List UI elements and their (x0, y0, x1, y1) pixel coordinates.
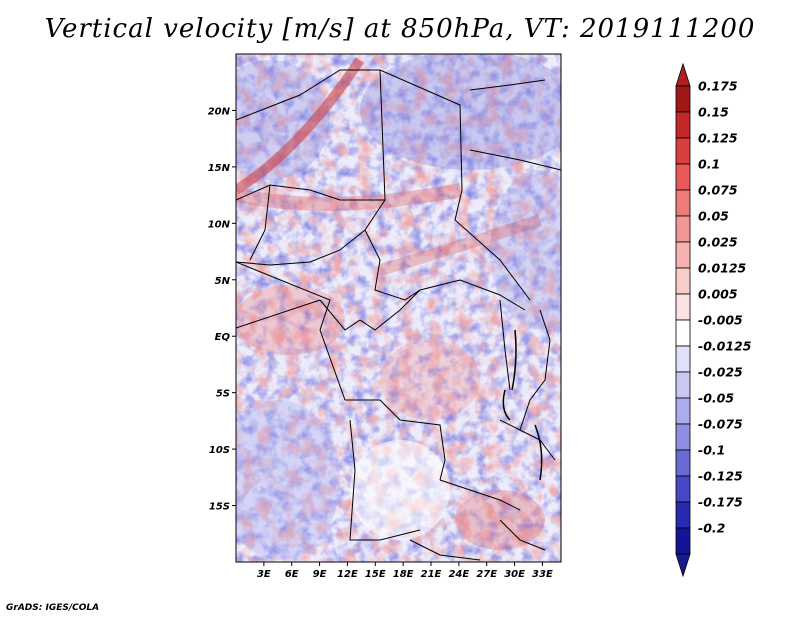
x-tick-label: 24E (448, 569, 469, 580)
colorbar-bottom-arrow (675, 553, 691, 578)
colorbar-label: 0.15 (698, 105, 729, 120)
colorbar-label: -0.025 (698, 365, 743, 380)
x-tick-label: 33E (532, 569, 553, 580)
colorbar-swatch (675, 293, 691, 321)
colorbar: 0.175 0.15 0.125 0.1 0.075 0.05 0.025 0.0125 0.0… (675, 62, 752, 578)
colorbar-swatch (675, 189, 691, 217)
y-axis: 20N 15N 10N 5N EQ 5S 10S 15S (208, 106, 236, 513)
colorbar-swatch (675, 319, 691, 347)
colorbar-swatch (675, 241, 691, 269)
colorbar-label: -0.005 (698, 313, 743, 328)
x-axis: 3E 6E 9E 12E 15E 18E 21E 24E 27E 30E 33E (257, 562, 553, 580)
y-tick-label: 10N (208, 219, 231, 230)
colorbar-swatch (675, 449, 691, 477)
colorbar-label: 0.075 (698, 183, 738, 198)
y-tick-label: EQ (215, 332, 231, 343)
colorbar-swatch (675, 397, 691, 425)
x-tick-label: 15E (365, 569, 386, 580)
x-tick-label: 30E (504, 569, 525, 580)
y-tick-label: 15N (208, 163, 231, 174)
x-tick-label: 21E (421, 569, 442, 580)
colorbar-swatch (675, 423, 691, 451)
colorbar-label: -0.075 (698, 417, 743, 432)
map-frame (235, 53, 562, 563)
x-tick-label: 27E (476, 569, 497, 580)
colorbar-swatch (675, 111, 691, 139)
colorbar-label: 0.1 (698, 157, 720, 172)
colorbar-label: 0.025 (698, 235, 738, 250)
map-title: Vertical velocity [m/s] at 850hPa, VT: 2… (44, 14, 756, 44)
colorbar-label: -0.175 (698, 495, 743, 510)
y-tick-label: 20N (208, 106, 231, 117)
colorbar-top-arrow (675, 62, 691, 87)
colorbar-swatch (675, 501, 691, 529)
colorbar-swatch (675, 475, 691, 503)
colorbar-label: -0.05 (698, 391, 734, 406)
y-tick-label: 5N (215, 276, 231, 287)
x-tick-label: 18E (393, 569, 414, 580)
colorbar-swatch (675, 345, 691, 373)
colorbar-swatch (675, 85, 691, 113)
colorbar-label: 0.005 (698, 287, 738, 302)
y-tick-label: 15S (209, 502, 230, 513)
colorbar-label: -0.0125 (698, 339, 752, 354)
x-tick-label: 12E (337, 569, 358, 580)
colorbar-label: 0.05 (698, 209, 729, 224)
y-tick-label: 10S (209, 445, 230, 456)
x-tick-label: 3E (257, 569, 271, 580)
colorbar-label: 0.0125 (698, 261, 747, 276)
colorbar-label: 0.125 (698, 131, 738, 146)
x-tick-label: 9E (313, 569, 327, 580)
colorbar-label: -0.2 (698, 521, 725, 536)
colorbar-label: -0.1 (698, 443, 725, 458)
colorbar-label: 0.175 (698, 79, 738, 94)
x-tick-label: 6E (285, 569, 299, 580)
credit-text: GrADS: IGES/COLA (6, 603, 100, 613)
colorbar-label: -0.125 (698, 469, 743, 484)
colorbar-swatch (675, 137, 691, 165)
y-tick-label: 5S (216, 389, 230, 400)
colorbar-swatch (675, 267, 691, 295)
colorbar-swatch (675, 163, 691, 191)
colorbar-swatch (675, 527, 691, 555)
colorbar-swatch (675, 215, 691, 243)
velocity-field (236, 54, 561, 562)
colorbar-swatch (675, 371, 691, 399)
